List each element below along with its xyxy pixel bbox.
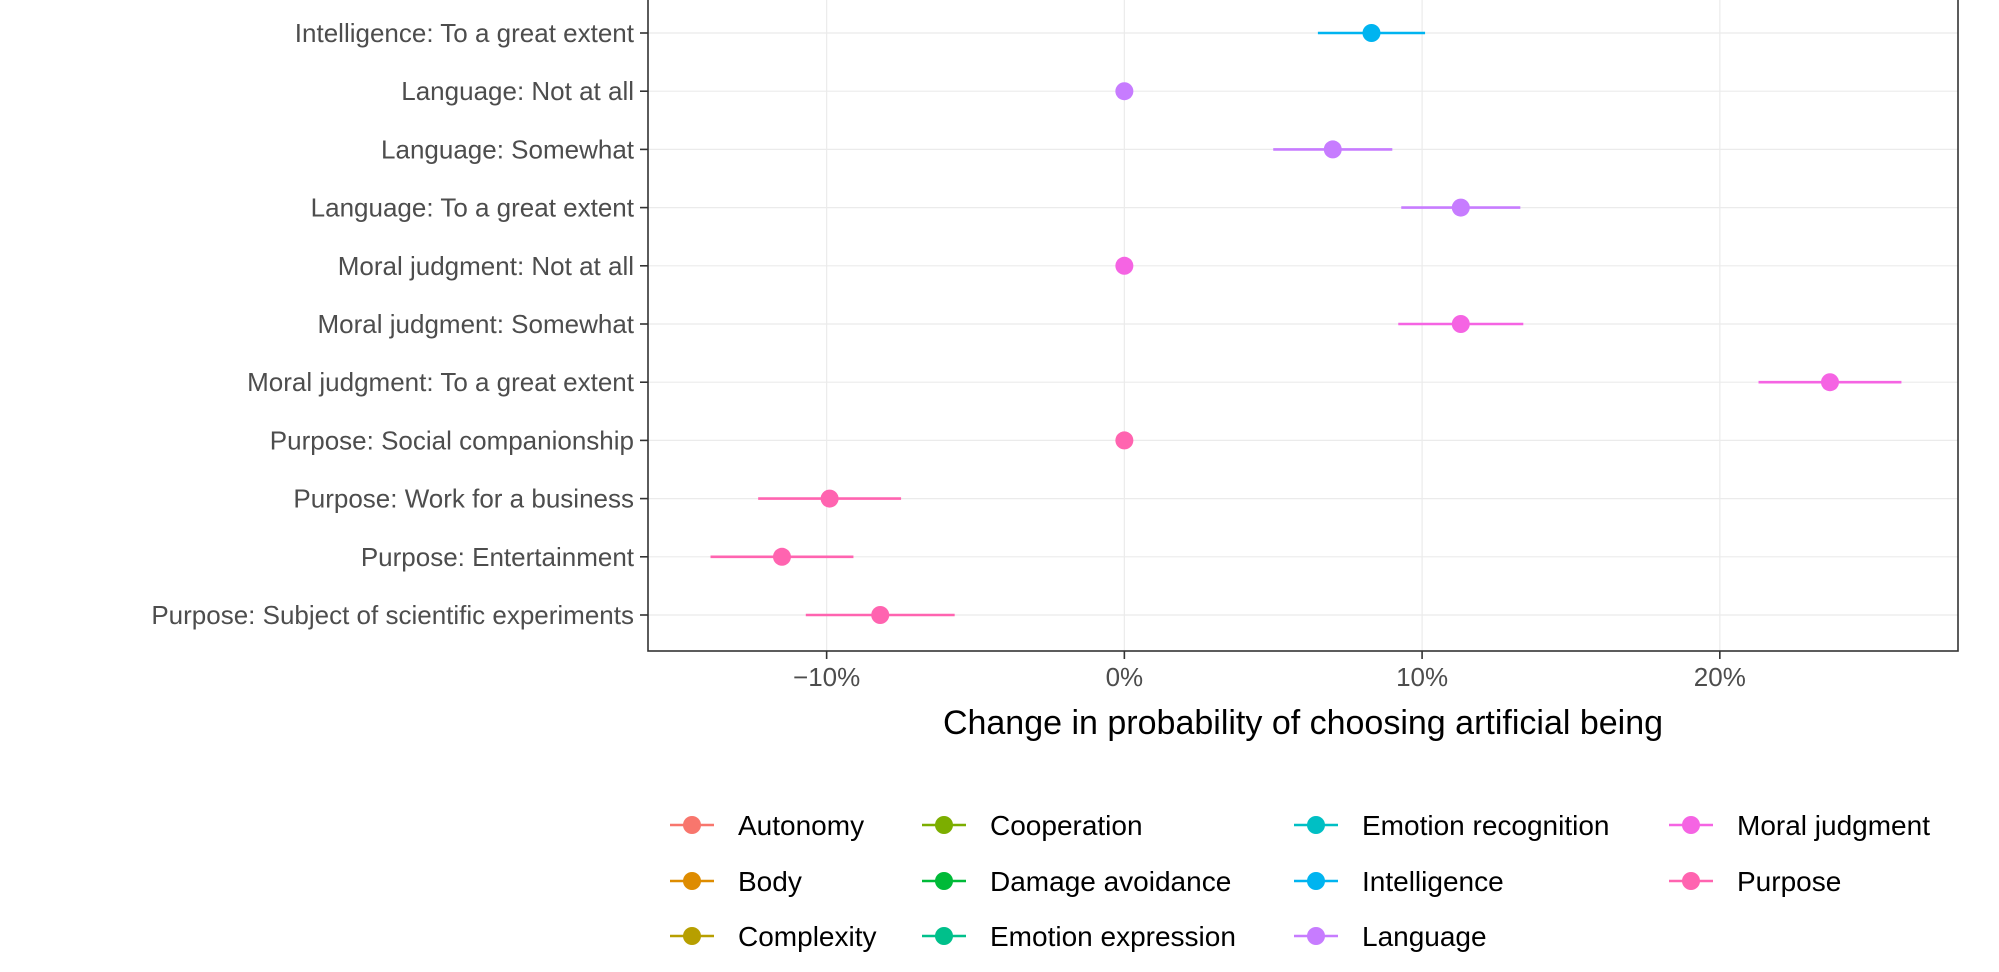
legend-key-point [935, 816, 953, 834]
y-tick-label: Purpose: Work for a business [293, 484, 634, 514]
legend-label: Intelligence [1362, 866, 1504, 897]
y-tick-label: Language: Somewhat [381, 134, 635, 164]
gridlines [648, 0, 1958, 651]
y-tick-label: Moral judgment: To a great extent [247, 367, 635, 397]
y-tick-label: Language: Not at all [401, 76, 634, 106]
estimate-point [1451, 198, 1470, 217]
estimate-point [1115, 431, 1134, 450]
y-tick-label: Moral judgment: Somewhat [318, 309, 635, 339]
y-tick-label: Purpose: Entertainment [361, 542, 635, 572]
panel-border [647, 0, 1959, 652]
legend-label: Body [738, 866, 802, 897]
legend-label: Language [1362, 921, 1487, 952]
estimate-point [1323, 140, 1342, 159]
legend-label: Cooperation [990, 810, 1143, 841]
legend-key-point [1682, 872, 1700, 890]
legend-label: Autonomy [738, 810, 864, 841]
x-tick-label: 10% [1396, 662, 1448, 692]
x-axis: −10% 0% 10% 20% [793, 651, 1746, 692]
estimate-point [820, 489, 839, 508]
y-tick-label: Language: To a great extent [311, 193, 635, 223]
y-tick-label: Purpose: Social companionship [270, 425, 634, 455]
legend-label: Emotion expression [990, 921, 1236, 952]
legend-label: Damage avoidance [990, 866, 1231, 897]
x-tick-label: −10% [793, 662, 860, 692]
x-axis-title: Change in probability of choosing artifi… [943, 704, 1663, 742]
y-tick-label: Purpose: Subject of scientific experimen… [151, 600, 634, 630]
legend-label: Complexity [738, 921, 876, 952]
legend-key-point [1307, 872, 1325, 890]
legend-label: Moral judgment [1737, 810, 1930, 841]
legend-label: Emotion recognition [1362, 810, 1609, 841]
estimate-point [1451, 315, 1470, 333]
estimate-point [871, 606, 890, 624]
legend-key-point [683, 872, 701, 890]
legend: Autonomy Body Complexity Cooperation Damage … [670, 810, 1930, 952]
estimate-point [1115, 256, 1134, 275]
estimate-point [1820, 373, 1839, 392]
y-tick-label: Intelligence: To a great extent [295, 18, 635, 48]
y-tick-label: Moral judgment: Not at all [338, 251, 634, 281]
legend-label: Purpose [1737, 866, 1841, 897]
x-tick-label: 20% [1694, 662, 1746, 692]
legend-key-point [1682, 816, 1700, 834]
legend-key-point [935, 927, 953, 945]
estimate-point [1115, 82, 1134, 101]
estimate-point [772, 547, 791, 566]
legend-key-point [683, 816, 701, 834]
legend-key-point [1307, 816, 1325, 834]
data-rows: Intelligence: To a great extent Language:… [151, 18, 1902, 630]
legend-key-point [683, 927, 701, 945]
estimate-point [1362, 24, 1381, 42]
x-tick-label: 0% [1106, 662, 1144, 692]
legend-key-point [1307, 927, 1325, 945]
legend-key-point [935, 872, 953, 890]
